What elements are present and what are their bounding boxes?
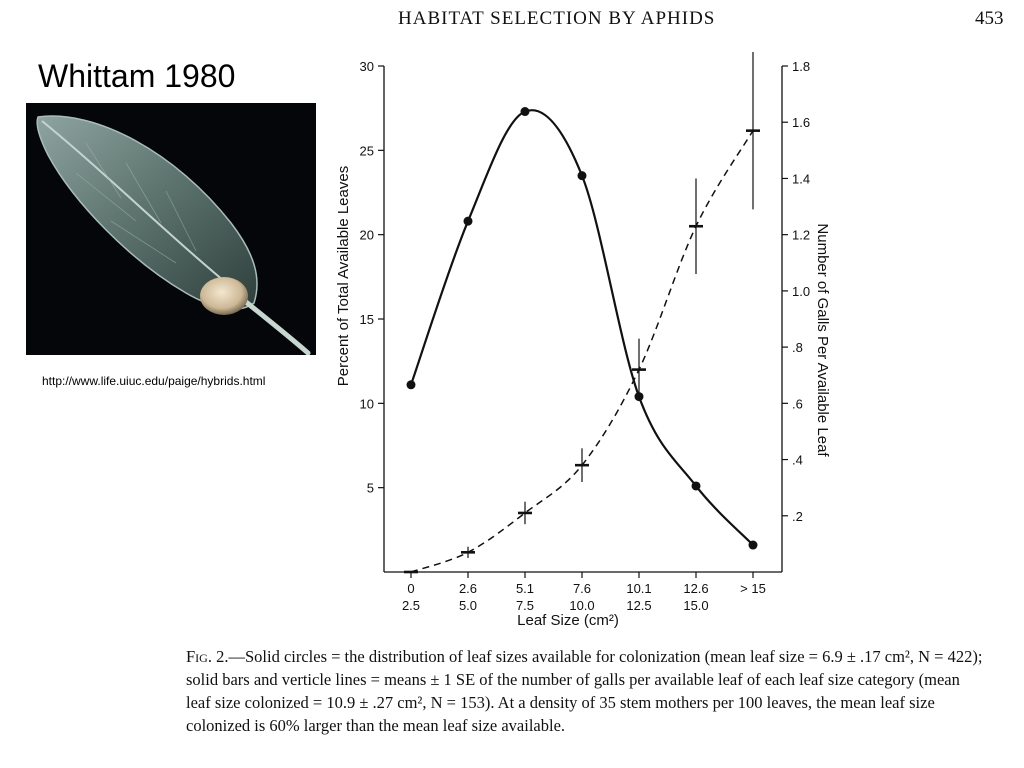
chart-axes xyxy=(383,66,783,573)
leaf-distribution-points xyxy=(406,107,758,550)
right-tick-label: 1.0 xyxy=(792,284,810,299)
data-point xyxy=(577,171,587,181)
left-tick-label: 25 xyxy=(360,143,374,158)
x-tick-label-top: 2.6 xyxy=(459,581,477,596)
data-point xyxy=(748,540,758,550)
figure-caption: Fig. 2.—Solid circles = the distribution… xyxy=(186,645,986,737)
right-tick-label: 1.4 xyxy=(792,171,810,186)
caption-lead: Fig. 2. xyxy=(186,647,229,666)
right-tick-label: 1.8 xyxy=(792,59,810,74)
x-tick-label-top: > 15 xyxy=(740,581,766,596)
page-header: HABITAT SELECTION BY APHIDS 453 xyxy=(0,6,1024,34)
right-axis-ticks: .2 .4 .6 .8 1.0 1.2 1.4 1.6 1.8 xyxy=(782,59,810,524)
galls-per-leaf-line xyxy=(410,130,754,573)
right-tick-label: 1.6 xyxy=(792,115,810,130)
x-tick-label-bottom: 15.0 xyxy=(683,598,708,613)
x-tick-label-top: 5.1 xyxy=(516,581,534,596)
right-tick-label: 1.2 xyxy=(792,228,810,243)
data-point xyxy=(463,216,473,226)
x-tick-label-bottom: 7.5 xyxy=(516,598,534,613)
left-tick-label: 30 xyxy=(360,59,374,74)
right-tick-label: .6 xyxy=(792,396,803,411)
chart: 5 10 15 20 25 30 .2 .4 .6 .8 1.0 1.2 1.4 1.6 1.8 0 2.5… xyxy=(330,44,850,644)
right-tick-label: .2 xyxy=(792,509,803,524)
data-point xyxy=(520,107,530,117)
x-tick-label-bottom: 12.5 xyxy=(626,598,651,613)
x-axis-label: Leaf Size (cm²) xyxy=(517,612,619,629)
x-tick-label-bottom: 10.0 xyxy=(569,598,594,613)
x-tick-label-bottom: 5.0 xyxy=(459,598,477,613)
slide-title: Whittam 1980 xyxy=(38,58,236,94)
x-tick-label-top: 0 xyxy=(407,581,414,596)
right-tick-label: .4 xyxy=(792,453,803,468)
data-point xyxy=(406,380,416,390)
y-axis-right-label: Number of Galls Per Available Leaf xyxy=(814,223,831,457)
leaf-photo xyxy=(26,103,316,355)
x-tick-label-bottom: 2.5 xyxy=(402,598,420,613)
left-tick-label: 20 xyxy=(360,228,374,243)
x-tick-label-top: 10.1 xyxy=(626,581,651,596)
x-tick-label-top: 7.6 xyxy=(573,581,591,596)
galls-per-leaf-bars xyxy=(404,51,760,574)
data-point xyxy=(691,481,701,491)
left-axis-ticks: 5 10 15 20 25 30 xyxy=(360,59,384,496)
caption-text: —Solid circles = the distribution of lea… xyxy=(186,647,983,735)
source-url[interactable]: http://www.life.uiuc.edu/paige/hybrids.h… xyxy=(42,374,266,388)
left-tick-label: 10 xyxy=(360,396,374,411)
left-tick-label: 15 xyxy=(360,312,374,327)
right-tick-label: .8 xyxy=(792,340,803,355)
chart-svg: 5 10 15 20 25 30 .2 .4 .6 .8 1.0 1.2 1.4 1.6 1.8 0 2.5… xyxy=(335,51,831,629)
page-number: 453 xyxy=(975,8,1004,29)
x-axis-ticks: 0 2.5 2.6 5.0 5.1 7.5 7.6 10.0 10.1 12.5 12.6 15.0 >… xyxy=(402,572,766,613)
x-tick-label-top: 12.6 xyxy=(683,581,708,596)
y-axis-left-label: Percent of Total Available Leaves xyxy=(335,166,352,386)
running-title: HABITAT SELECTION BY APHIDS xyxy=(398,8,716,29)
leaf-with-gall-icon xyxy=(26,103,316,355)
left-tick-label: 5 xyxy=(367,481,374,496)
